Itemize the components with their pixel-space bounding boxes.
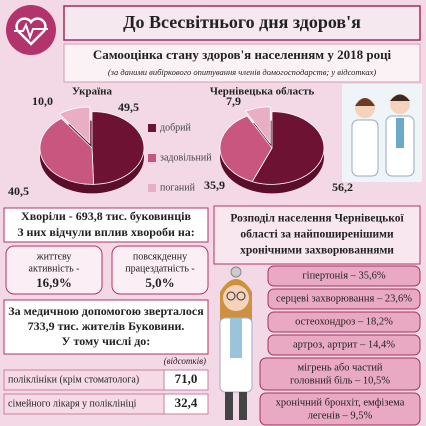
survey-note: (за даними вибіркового опитування членів…: [108, 67, 377, 77]
pie-title: Чернівецька область: [210, 86, 315, 98]
table-cell: [163, 369, 209, 391]
survey-title: Самооцінка стану здоров'я населенням у 2…: [93, 47, 392, 62]
illness-sub-value: 16,9%: [36, 275, 72, 290]
disease-box: [267, 288, 421, 310]
chronic-line: області за найпоширенішими: [240, 229, 394, 241]
pie-slice: [39, 118, 95, 185]
value-label: 10,0: [32, 94, 53, 108]
disease-box: [267, 311, 421, 333]
disease-box: [267, 265, 421, 287]
medical-line: 733,9 тис. жителів Буковини.: [28, 319, 185, 333]
pie-slice: [244, 106, 271, 145]
medical-unit: (відсотків): [164, 356, 206, 366]
chronic-line: хронічними захворюваннями: [240, 245, 394, 257]
legend-label: добрий: [160, 122, 192, 133]
disease-box: [267, 334, 421, 356]
illness-sub-text: активність -: [29, 263, 80, 274]
disease-text: артроз, артрит – 14,4%: [293, 339, 395, 350]
illness-sub-box: [111, 245, 209, 295]
legend-label: задовільний: [160, 152, 212, 163]
chronic-line: Розподіл населення Чернівецької: [230, 213, 404, 225]
title-box: [63, 5, 421, 41]
disease-text: гіпертонія – 35,6%: [302, 270, 386, 281]
row-label: поліклініки (крім стоматолога): [8, 374, 139, 385]
value-label: 7,9: [226, 94, 241, 108]
doctors-illustration: [342, 84, 422, 182]
legend-swatch: [148, 184, 156, 192]
disease-text: мігрень або частий: [297, 362, 382, 373]
illness-box: [3, 207, 209, 243]
legend-swatch: [148, 124, 156, 132]
illness-sub-value: 5,0%: [145, 275, 174, 290]
heart-shape: [15, 17, 47, 46]
page-title: До Всесвітнього дня здоров'я: [123, 12, 361, 32]
survey-box: [63, 43, 421, 83]
value-label: 40,5: [8, 184, 29, 198]
pie-title: Україна: [72, 86, 113, 98]
doctor-illustration: [219, 266, 253, 420]
disease-text: головний біль – 10,5%: [290, 375, 390, 386]
chronic-box: [213, 205, 421, 265]
row-label: сімейного лікаря у поліклініці: [8, 398, 137, 409]
value-label: 56,2: [332, 180, 353, 194]
disease-text: серцеві захворювання – 23,6%: [276, 293, 412, 304]
medical-box: [3, 299, 209, 355]
medical-line: За медичною допомогою зверталося: [8, 304, 204, 318]
disease-text: остеохондроз – 18,2%: [295, 316, 393, 327]
value-label: 49,5: [118, 100, 139, 114]
row-value: 32,4: [175, 395, 198, 410]
pie-slice: [91, 111, 145, 185]
pulse-line: [14, 22, 48, 40]
pie-slice: [58, 106, 91, 145]
pie-slice: [219, 115, 273, 183]
illness-line: Хворіли - 693,8 тис. буковинців: [21, 209, 191, 223]
illness-sub-text: життєву: [36, 251, 72, 262]
disease-text: хронічний бронхіт, емфізема: [276, 397, 405, 408]
illness-sub-text: повсякденну: [133, 251, 187, 262]
disease-box: [259, 357, 421, 391]
legend-label: поганий: [160, 182, 196, 193]
pie-slice: [251, 111, 325, 185]
disease-text: легенів – 9,5%: [308, 410, 373, 421]
heart-icon: [6, 5, 56, 55]
illness-sub-box: [5, 245, 103, 295]
illness-sub-text: працездатність -: [125, 263, 194, 274]
disease-box: [259, 392, 421, 426]
row-value: 71,0: [175, 371, 198, 386]
legend-swatch: [148, 154, 156, 162]
table-cell: [163, 393, 209, 415]
illness-line: З них відчули вплив хвороби на:: [17, 225, 195, 239]
value-label: 35,9: [204, 178, 225, 192]
medical-line: У тому числі до:: [62, 334, 151, 348]
